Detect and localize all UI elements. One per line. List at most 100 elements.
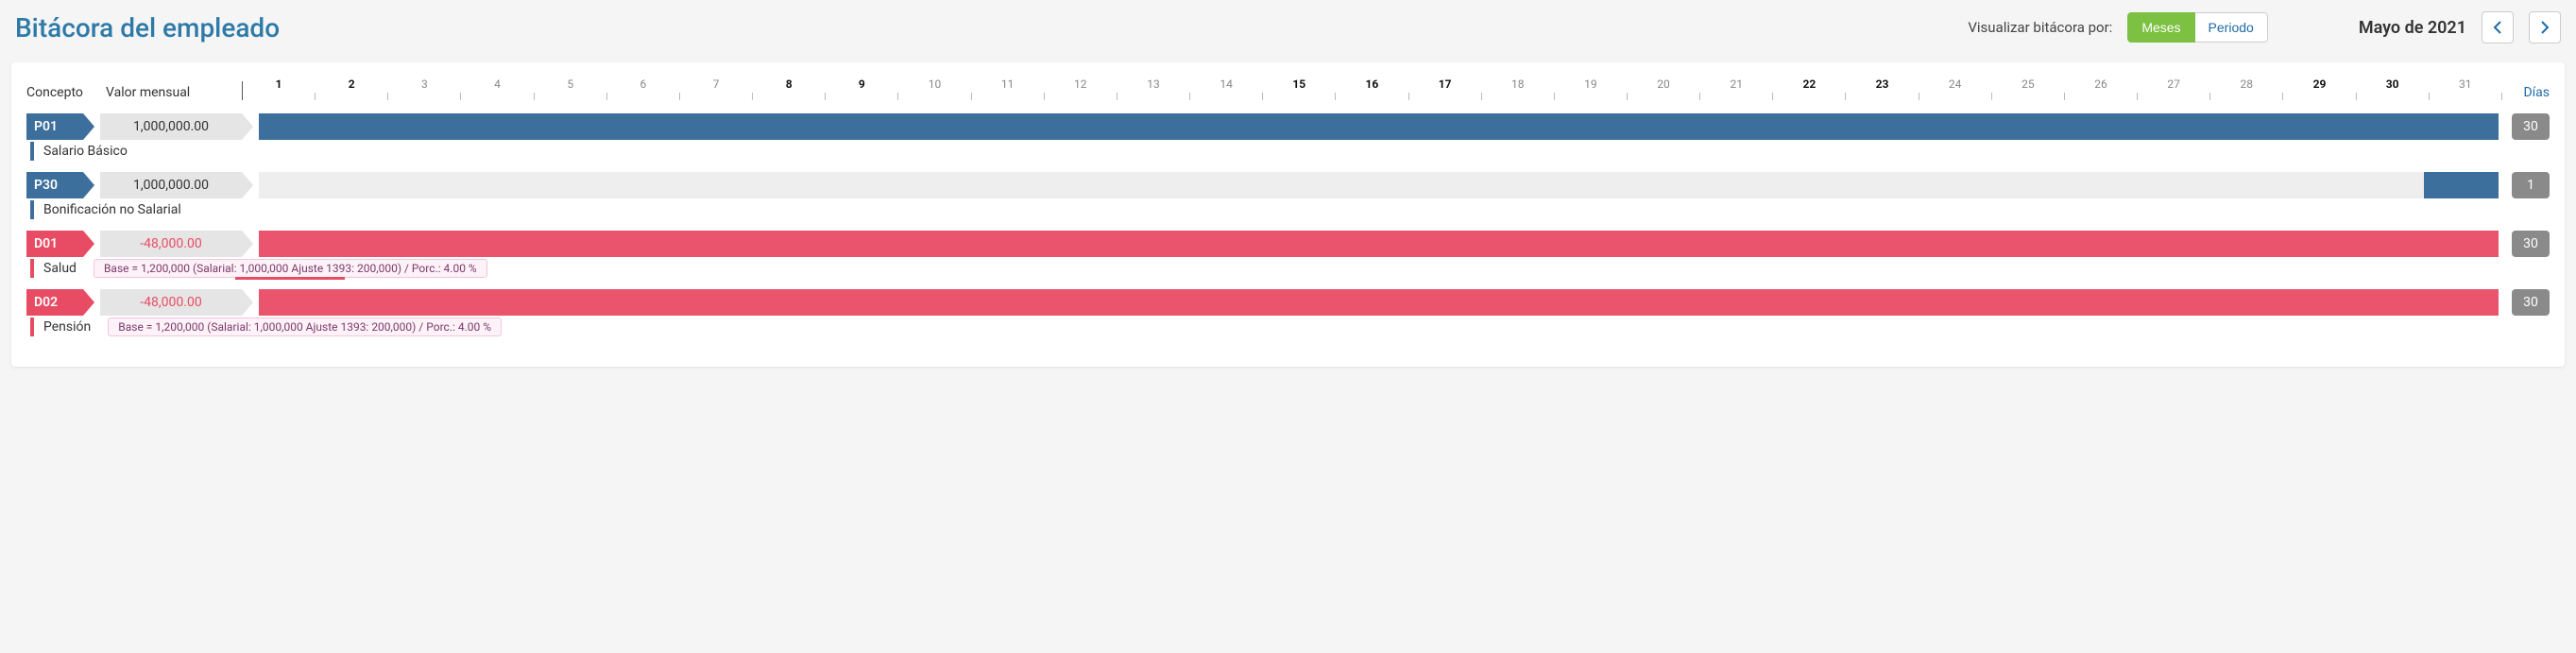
day-number: 9 xyxy=(859,77,865,91)
day-number: 19 xyxy=(1584,77,1597,91)
day-number: 25 xyxy=(2022,77,2035,91)
day-number: 31 xyxy=(2459,77,2472,91)
day-tick: 8 xyxy=(753,93,826,100)
view-period-button[interactable]: Periodo xyxy=(2195,12,2268,43)
days-badge: 30 xyxy=(2512,231,2550,257)
day-number: 13 xyxy=(1147,77,1160,91)
day-tick: 30 xyxy=(2357,93,2430,100)
day-tick: 22 xyxy=(1773,93,1846,100)
concept-row: P01 1,000,000.00 30 Salario Básico xyxy=(26,113,2550,161)
concept-description: Salud xyxy=(30,259,82,278)
timeline-track xyxy=(259,172,2499,198)
day-number: 29 xyxy=(2313,77,2327,91)
day-tick: 4 xyxy=(461,93,534,100)
day-tick: 15 xyxy=(1263,93,1336,100)
timeline-track xyxy=(259,113,2499,140)
day-number: 28 xyxy=(2241,77,2254,91)
day-tick: 11 xyxy=(972,93,1045,100)
timeline-track xyxy=(259,289,2499,316)
next-month-button[interactable] xyxy=(2529,11,2561,43)
concept-value-tag: 1,000,000.00 xyxy=(100,172,242,198)
day-number: 8 xyxy=(786,77,793,91)
timeline-bar[interactable] xyxy=(2424,172,2499,198)
day-tick: 27 xyxy=(2138,93,2210,100)
concept-detail-pill: Base = 1,200,000 (Salarial: 1,000,000 Aj… xyxy=(94,259,487,278)
timeline-bar[interactable] xyxy=(259,231,2499,257)
chevron-right-icon xyxy=(2540,21,2550,34)
detail-underline xyxy=(235,277,345,280)
concept-code-tag[interactable]: P30 xyxy=(26,172,83,198)
prev-month-button[interactable] xyxy=(2482,11,2514,43)
view-toggle-group: Meses Periodo xyxy=(2127,12,2268,43)
header-dias: Días xyxy=(2502,85,2550,100)
timeline-bar[interactable] xyxy=(259,113,2499,140)
day-tick: 25 xyxy=(1992,93,2065,100)
timeline-panel: Concepto Valor mensual 12345678910111213… xyxy=(11,62,2565,367)
current-month-label: Mayo de 2021 xyxy=(2359,18,2466,38)
day-number: 3 xyxy=(421,77,428,91)
day-number: 12 xyxy=(1074,77,1087,91)
concept-detail-pill: Base = 1,200,000 (Salarial: 1,000,000 Aj… xyxy=(108,318,502,336)
day-number: 2 xyxy=(349,77,355,91)
concept-value-tag: 1,000,000.00 xyxy=(100,113,242,140)
timeline-track xyxy=(259,231,2499,257)
day-number: 24 xyxy=(1949,77,1962,91)
day-number: 17 xyxy=(1439,77,1452,91)
day-tick: 28 xyxy=(2210,93,2283,100)
day-number: 4 xyxy=(494,77,501,91)
day-tick: 3 xyxy=(388,93,461,100)
days-badge: 1 xyxy=(2512,172,2550,198)
day-tick: 17 xyxy=(1409,93,1482,100)
day-tick: 24 xyxy=(1919,93,1992,100)
day-number: 21 xyxy=(1730,77,1743,91)
days-scale: 1234567891011121314151617181920212223242… xyxy=(242,81,2502,100)
day-number: 27 xyxy=(2167,77,2180,91)
day-number: 23 xyxy=(1876,77,1889,91)
day-number: 5 xyxy=(567,77,573,91)
day-number: 10 xyxy=(929,77,942,91)
header-concepto: Concepto xyxy=(26,85,98,100)
page-title: Bitácora del empleado xyxy=(15,12,280,43)
day-number: 6 xyxy=(640,77,646,91)
day-tick: 18 xyxy=(1482,93,1555,100)
days-badge: 30 xyxy=(2512,113,2550,140)
concept-row: D02-48,000.0030PensiónBase = 1,200,000 (… xyxy=(26,289,2550,336)
day-tick: 1 xyxy=(243,93,316,100)
concept-value-tag: -48,000.00 xyxy=(100,231,242,257)
concept-code-tag[interactable]: D02 xyxy=(26,289,83,316)
chevron-left-icon xyxy=(2493,21,2502,34)
concept-row: D01 -48,000.00 30 Salud Base = 1,200,000 (Sa… xyxy=(26,231,2550,278)
view-months-button[interactable]: Meses xyxy=(2127,12,2194,43)
day-tick: 5 xyxy=(535,93,607,100)
day-number: 11 xyxy=(1001,77,1015,91)
day-number: 15 xyxy=(1292,77,1305,91)
day-tick: 12 xyxy=(1045,93,1117,100)
day-tick: 20 xyxy=(1628,93,1700,100)
day-number: 7 xyxy=(713,77,720,91)
day-number: 30 xyxy=(2386,77,2399,91)
concept-description: Salario Básico xyxy=(30,142,133,161)
day-number: 22 xyxy=(1802,77,1816,91)
day-number: 1 xyxy=(276,77,282,91)
timeline-bar[interactable] xyxy=(259,289,2499,316)
day-tick: 29 xyxy=(2283,93,2356,100)
concept-value-tag: -48,000.00 xyxy=(100,289,242,316)
day-tick: 14 xyxy=(1190,93,1263,100)
view-by-label: Visualizar bitácora por: xyxy=(1968,19,2112,36)
concept-row: P301,000,000.001Bonificación no Salarial xyxy=(26,172,2550,219)
days-badge: 30 xyxy=(2512,289,2550,316)
day-tick: 26 xyxy=(2065,93,2138,100)
day-number: 26 xyxy=(2094,77,2107,91)
concept-code-tag[interactable]: D01 xyxy=(26,231,83,257)
day-number: 16 xyxy=(1366,77,1379,91)
day-tick: 19 xyxy=(1555,93,1628,100)
day-number: 14 xyxy=(1220,77,1233,91)
day-tick: 13 xyxy=(1117,93,1190,100)
day-tick: 31 xyxy=(2430,93,2502,100)
day-tick: 6 xyxy=(607,93,680,100)
day-tick: 9 xyxy=(826,93,898,100)
day-tick: 16 xyxy=(1336,93,1408,100)
day-number: 18 xyxy=(1511,77,1525,91)
concept-code-tag[interactable]: P01 xyxy=(26,113,83,140)
day-tick: 10 xyxy=(898,93,971,100)
